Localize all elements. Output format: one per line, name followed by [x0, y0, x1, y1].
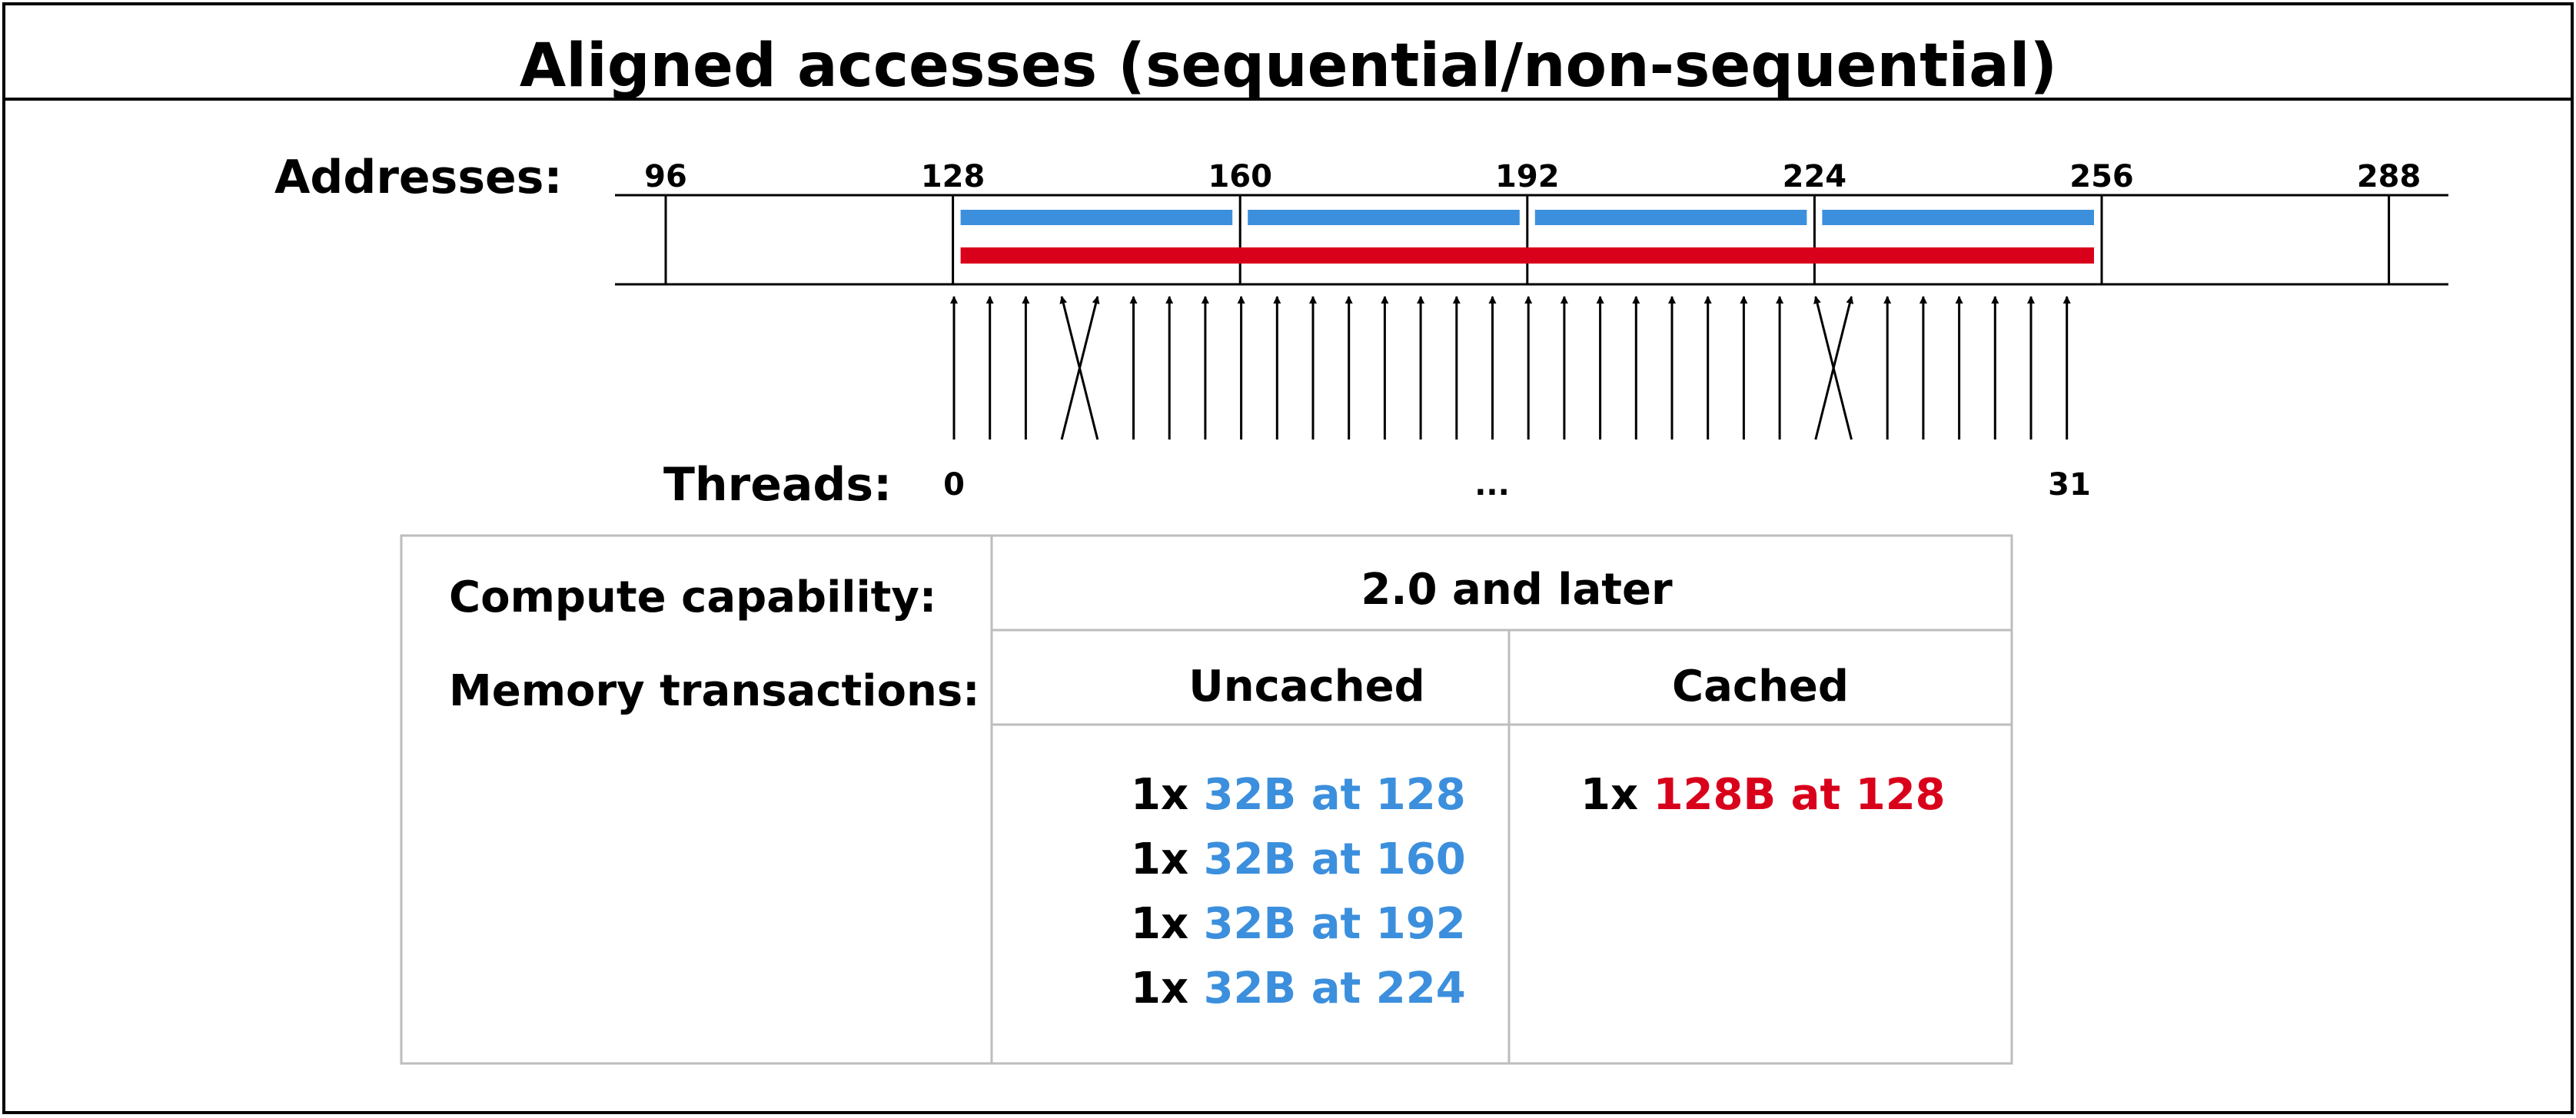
thread-arrow	[1059, 296, 1099, 440]
uncached-segment-bar	[1822, 210, 2094, 225]
transaction-description: 128B at 128	[1654, 770, 1946, 820]
memory-transactions-label: Memory transactions:	[449, 666, 980, 716]
transaction-count: 1x	[1131, 964, 1204, 1013]
transaction-description: 32B at 192	[1204, 899, 1466, 949]
address-tick-label: 288	[2357, 159, 2421, 194]
address-tick-label: 160	[1208, 159, 1272, 194]
thread-arrows	[950, 296, 2071, 440]
transaction-count: 1x	[1131, 834, 1204, 884]
transactions-table: Compute capability: Memory transactions:…	[400, 534, 2013, 1065]
address-tick-label: 256	[2069, 159, 2134, 194]
uncached-segment-bar	[960, 210, 1233, 225]
transaction-count: 1x	[1131, 770, 1204, 820]
uncached-segment-bar	[1248, 210, 1520, 225]
uncached-segment-bar	[1534, 210, 1807, 225]
segment-bars	[960, 210, 2094, 264]
threads-label: Threads:	[663, 458, 892, 512]
uncached-transaction-row: 1x 32B at 160	[1131, 834, 1466, 884]
cached-transaction-row: 1x 128B at 128	[1581, 770, 1946, 820]
address-tick-label: 192	[1495, 159, 1560, 194]
addresses-label: Addresses:	[274, 151, 562, 204]
uncached-transaction-row: 1x 32B at 128	[1131, 770, 1466, 820]
transaction-description: 32B at 160	[1204, 834, 1466, 884]
uncached-transaction-row: 1x 32B at 192	[1131, 899, 1466, 949]
transaction-count: 1x	[1131, 899, 1204, 949]
thread-arrow	[1813, 296, 1853, 440]
uncached-header: Uncached	[1188, 662, 1424, 712]
capability-value: 2.0 and later	[1361, 565, 1673, 615]
thread-label-ellipsis: ...	[1474, 467, 1510, 503]
transaction-description: 32B at 224	[1204, 964, 1466, 1013]
cached-transactions: 1x 128B at 128	[1581, 770, 1946, 820]
cached-segment-bar	[960, 247, 2094, 264]
compute-capability-label: Compute capability:	[449, 572, 936, 622]
thread-label-first: 0	[943, 467, 965, 503]
cached-header: Cached	[1672, 662, 1849, 712]
table-border	[400, 534, 2013, 1065]
transaction-count: 1x	[1581, 770, 1654, 820]
address-tick-label: 224	[1783, 159, 1847, 194]
uncached-transaction-row: 1x 32B at 224	[1131, 964, 1466, 1013]
address-ticks: 96 128 160 192 224 256 288	[644, 159, 2421, 284]
diagram-title: Aligned accesses (sequential/non-sequent…	[520, 32, 2057, 101]
transaction-description: 32B at 128	[1204, 770, 1466, 820]
address-tick-label: 96	[644, 159, 687, 194]
address-strip	[615, 194, 2448, 286]
address-tick-label: 128	[921, 159, 986, 194]
thread-label-last: 31	[2048, 467, 2091, 503]
